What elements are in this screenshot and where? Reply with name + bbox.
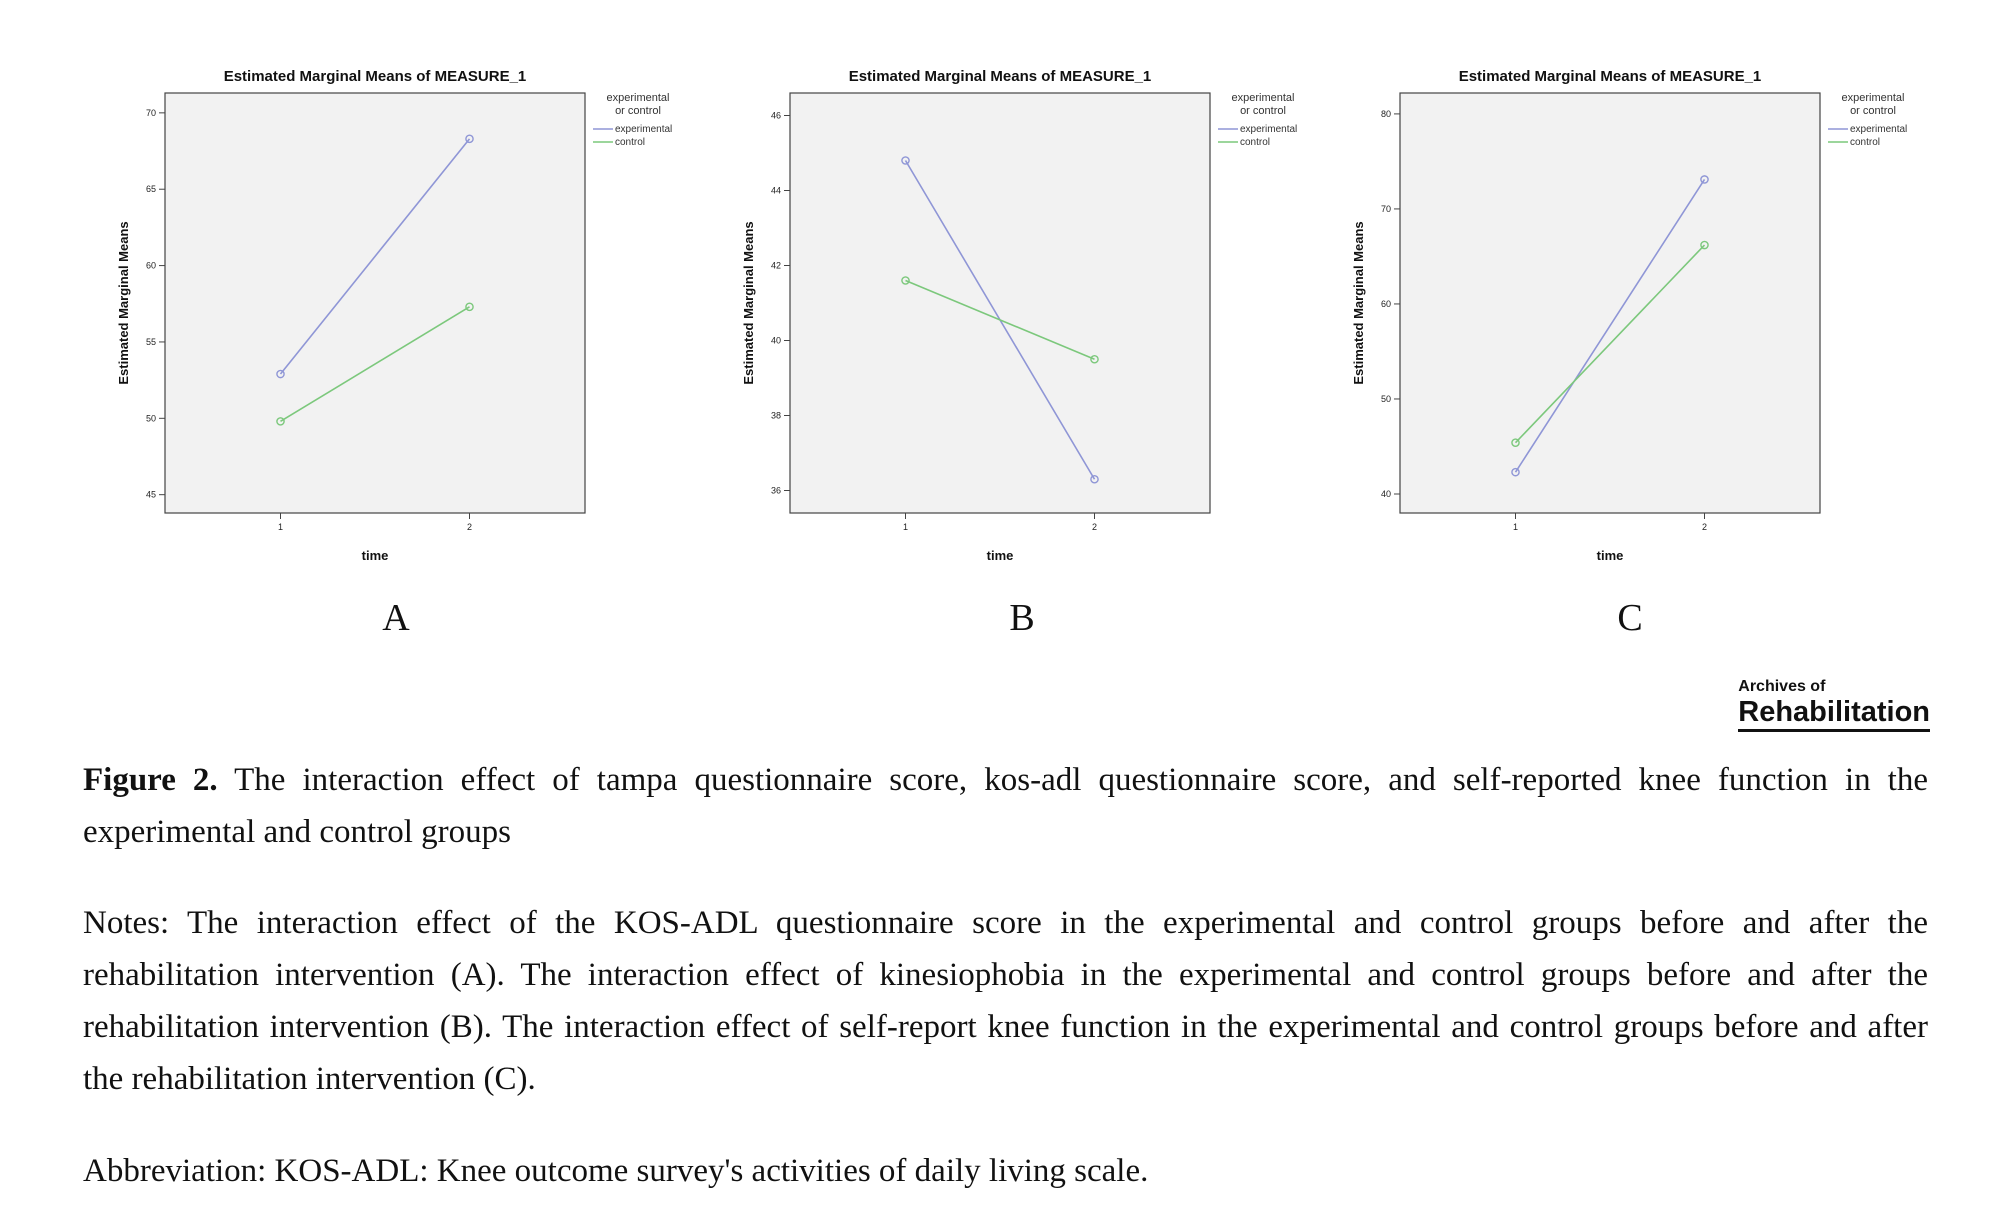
y-tick-label-c-1: 50 — [1381, 394, 1391, 404]
series-line-experimental-c — [1514, 179, 1706, 473]
panel-letter-b: B — [1009, 597, 1035, 639]
x-tick-label-c-1: 2 — [1702, 522, 1707, 532]
y-tick-label-a-1: 50 — [146, 413, 156, 423]
plot-area-b — [789, 92, 1211, 514]
plot-area-c — [1399, 92, 1821, 514]
data-point-experimental-c-1 — [1700, 175, 1709, 184]
y-tick-label-a-4: 65 — [146, 184, 156, 194]
y-axis-label-a: Estimated Marginal Means — [116, 221, 131, 384]
y-tick-label-a-3: 60 — [146, 261, 156, 271]
caption-text: The interaction effect of tampa question… — [83, 762, 1928, 850]
abbreviation-note: Abbreviation: KOS-ADL: Knee outcome surv… — [83, 1153, 1149, 1189]
y-tick-label-c-3: 70 — [1381, 204, 1391, 214]
y-tick-label-b-5: 46 — [771, 111, 781, 121]
y-tick-label-a-5: 70 — [146, 108, 156, 118]
y-tick-label-c-4: 80 — [1381, 109, 1391, 119]
data-point-control-a-1 — [465, 302, 474, 312]
legend-label-experimental-c: experimental — [1850, 124, 1907, 135]
panel-letter-c: C — [1617, 597, 1643, 639]
y-tick-label-c-2: 60 — [1381, 299, 1391, 309]
y-tick-label-b-0: 36 — [771, 486, 781, 496]
data-point-experimental-b-1 — [1090, 474, 1099, 484]
logo-line-1: Archives of — [1738, 678, 1826, 695]
legend-title-a: experimental or control — [607, 92, 670, 117]
y-tick-label-b-4: 44 — [771, 186, 781, 196]
y-tick-label-a-2: 55 — [146, 337, 156, 347]
figure-caption: Figure 2. The interaction effect of tamp… — [83, 754, 1928, 858]
x-axis-label-c: time — [1597, 548, 1624, 563]
x-axis-label-a: time — [362, 548, 389, 563]
chart-panel-b: Estimated Marginal Means of MEASURE_1 36 3… — [741, 68, 1297, 563]
legend-label-experimental-b: experimental — [1240, 124, 1297, 135]
data-point-experimental-a-0 — [276, 369, 285, 379]
legend-label-control-b: control — [1240, 137, 1270, 148]
legend-label-control-a: control — [615, 137, 645, 148]
x-tick-label-a-1: 2 — [467, 522, 472, 532]
chart-title-a: Estimated Marginal Means of MEASURE_1 — [224, 68, 527, 85]
data-point-experimental-b-0 — [901, 156, 910, 165]
y-tick-label-b-3: 42 — [771, 261, 781, 271]
data-point-control-b-0 — [901, 276, 910, 285]
x-tick-label-c-0: 1 — [1513, 522, 1518, 532]
series-line-control-a — [280, 306, 470, 423]
y-tick-label-c-0: 40 — [1381, 489, 1391, 499]
figure-label: Figure 2. — [83, 762, 218, 798]
data-point-experimental-c-0 — [1511, 467, 1520, 477]
series-line-control-b — [905, 279, 1095, 360]
x-axis-label-b: time — [987, 548, 1014, 563]
legend-label-experimental-a: experimental — [615, 124, 672, 135]
figure-area: Estimated Marginal Means of MEASURE_1 45 5… — [116, 68, 1907, 639]
y-tick-label-b-2: 40 — [771, 336, 781, 346]
x-tick-label-b-0: 1 — [903, 522, 908, 532]
data-point-experimental-a-1 — [465, 134, 474, 144]
series-line-control-c — [1514, 244, 1706, 444]
chart-panel-c: Estimated Marginal Means of MEASURE_1 40 5… — [1351, 68, 1907, 563]
y-tick-label-a-0: 45 — [146, 490, 156, 500]
logo-line-2: Rehabilitation — [1738, 696, 1930, 732]
legend-title-c: experimental or control — [1842, 92, 1905, 117]
chart-title-c: Estimated Marginal Means of MEASURE_1 — [1459, 68, 1762, 85]
data-point-control-b-1 — [1090, 354, 1099, 364]
figure-notes: Notes: The interaction effect of the KOS… — [83, 905, 1928, 1097]
panel-letter-a: A — [382, 597, 410, 639]
y-axis-label-b: Estimated Marginal Means — [741, 221, 756, 384]
legend-title-b: experimental or control — [1232, 92, 1295, 117]
series-line-experimental-a — [279, 138, 471, 375]
plot-area-a — [164, 92, 586, 514]
data-point-control-a-0 — [276, 417, 285, 426]
legend-label-control-c: control — [1850, 137, 1880, 148]
x-tick-label-a-0: 1 — [278, 522, 283, 532]
y-tick-label-b-1: 38 — [771, 411, 781, 421]
data-point-control-c-0 — [1511, 438, 1520, 447]
y-axis-label-c: Estimated Marginal Means — [1351, 221, 1366, 384]
chart-panel-a: Estimated Marginal Means of MEASURE_1 45 5… — [116, 68, 672, 563]
journal-logo: Archives of Rehabilitation — [1738, 678, 1930, 732]
x-tick-label-b-1: 2 — [1092, 522, 1097, 532]
data-point-control-c-1 — [1700, 240, 1709, 250]
chart-title-b: Estimated Marginal Means of MEASURE_1 — [849, 68, 1152, 85]
